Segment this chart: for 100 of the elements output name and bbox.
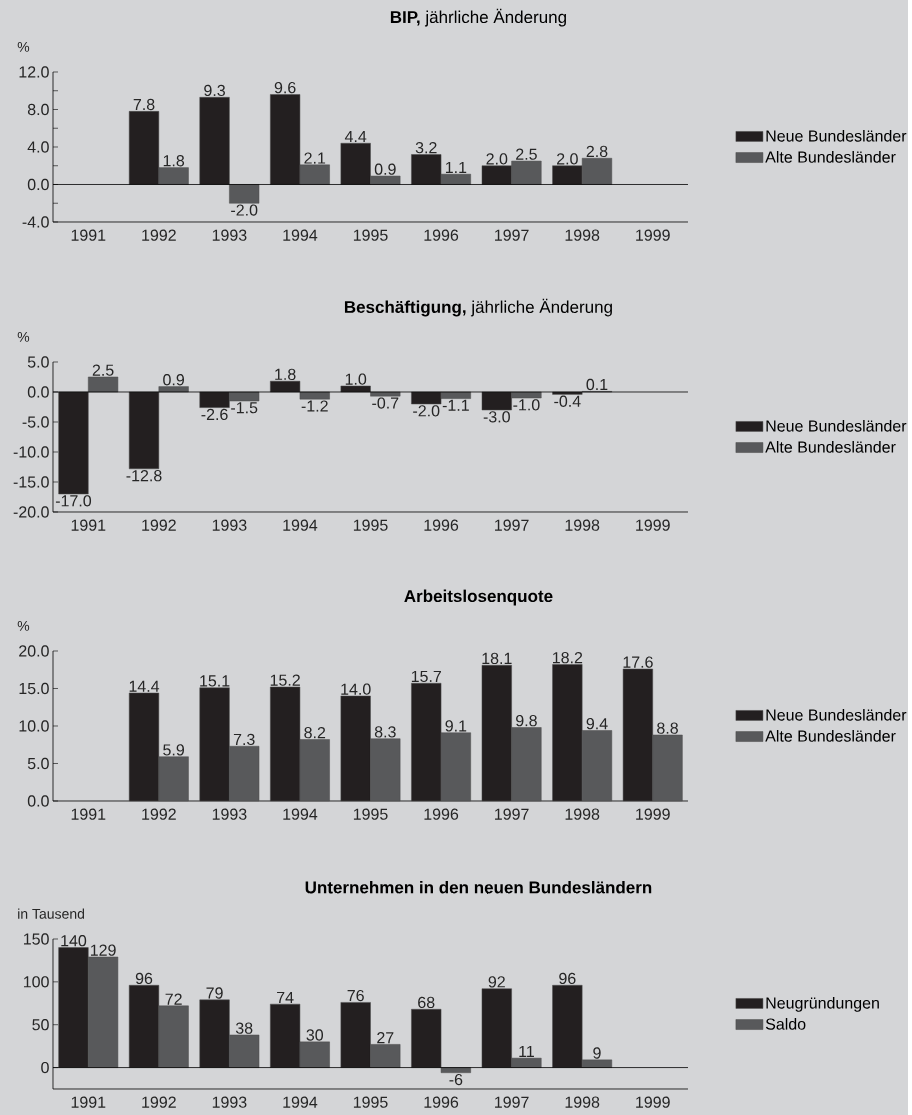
data-label: 129 [91, 944, 116, 956]
data-label: 0.1 [586, 378, 608, 391]
data-label: -1.1 [442, 399, 470, 411]
data-label: 8.8 [657, 722, 679, 734]
data-label: -2.6 [201, 408, 228, 421]
y-tick-label: 0 [41, 1061, 50, 1074]
data-label: 14.0 [341, 683, 371, 695]
x-tick-label: 1994 [283, 1096, 318, 1108]
data-label: -3.0 [483, 411, 511, 423]
data-label: 11 [519, 1045, 535, 1057]
x-tick-label: 1999 [636, 808, 670, 820]
y-tick-label: 5.0 [28, 356, 50, 368]
chart-title: BIP, jährliche Änderung [391, 8, 567, 27]
data-label: 2.1 [304, 152, 326, 164]
y-tick-label: -10.0 [13, 446, 50, 458]
data-label: 7.8 [133, 98, 155, 111]
data-label: 96 [559, 972, 576, 985]
data-label: 96 [136, 972, 153, 985]
data-label: 9.8 [516, 714, 538, 727]
data-label: 0.9 [163, 374, 185, 386]
y-tick-label: 5.0 [28, 757, 50, 770]
data-label: -1.2 [301, 400, 328, 412]
x-tick-label: 1997 [495, 1096, 529, 1108]
data-label: 79 [206, 987, 223, 999]
legend-label: Alte Bundesländer [765, 730, 896, 742]
x-tick-label: 1999 [636, 1096, 670, 1108]
x-tick-label: 1999 [636, 229, 670, 241]
data-label: 14.4 [129, 680, 160, 692]
x-tick-label: 1993 [213, 808, 247, 820]
y-tick-label: -4.0 [22, 216, 50, 228]
y-tick-label: 15.0 [19, 682, 50, 695]
y-axis-title: % [17, 620, 30, 631]
data-label: 92 [488, 976, 506, 988]
data-label: 15.1 [200, 675, 230, 687]
data-label: 5.9 [163, 744, 185, 756]
data-label: 2.5 [516, 148, 538, 160]
data-label: 9.6 [274, 81, 296, 94]
y-tick-label: 0.0 [28, 795, 50, 807]
y-tick-label: 100 [24, 976, 50, 988]
x-tick-label: 1997 [495, 808, 529, 820]
data-label: 7.3 [234, 733, 255, 746]
x-tick-label: 1991 [71, 808, 106, 820]
data-label: 15.2 [270, 674, 301, 686]
legend-label: Neue Bundesländer [766, 419, 907, 432]
legend-label: Neue Bundesländer [766, 129, 907, 142]
x-tick-label: 1993 [213, 229, 247, 241]
x-tick-label: 1999 [636, 519, 670, 531]
x-tick-label: 1996 [424, 229, 459, 241]
data-label: 8.2 [304, 726, 326, 739]
data-label: 2.0 [557, 153, 579, 165]
data-label: 18.1 [482, 652, 512, 665]
x-tick-label: 1996 [424, 1096, 459, 1108]
chart-title: Arbeitslosenquote [404, 589, 553, 606]
x-tick-label: 1992 [142, 519, 176, 531]
data-label: 9.1 [445, 720, 467, 732]
x-tick-label: 1991 [71, 1096, 106, 1108]
y-tick-label: 0.0 [28, 386, 50, 398]
y-tick-label: -20.0 [13, 506, 50, 518]
x-tick-label: 1996 [424, 519, 459, 531]
legend-label: Saldo [766, 1018, 806, 1030]
x-tick-label: 1997 [495, 229, 529, 241]
x-tick-label: 1995 [354, 808, 388, 820]
data-label: 9.3 [204, 84, 226, 97]
data-label: 18.2 [553, 651, 583, 664]
x-tick-label: 1993 [213, 519, 247, 531]
y-axis-title: % [17, 41, 30, 52]
x-tick-label: 1998 [565, 229, 600, 241]
data-label: 8.3 [375, 726, 396, 738]
y-tick-label: 0.0 [28, 178, 50, 191]
x-tick-label: 1992 [142, 1096, 176, 1108]
legend-label: Alte Bundesländer [765, 150, 896, 163]
x-tick-label: 1998 [565, 808, 600, 820]
data-label: -1.0 [513, 399, 540, 411]
chart-title: Beschäftigung, jährliche Änderung [345, 298, 613, 317]
y-tick-label: 50 [32, 1019, 50, 1031]
x-tick-label: 1994 [283, 519, 318, 531]
data-label: -0.4 [554, 395, 581, 407]
legend-label: Alte Bundesländer [765, 440, 896, 453]
x-tick-label: 1998 [565, 519, 600, 531]
x-tick-label: 1995 [354, 519, 388, 531]
data-label: 17.6 [623, 656, 653, 668]
x-tick-label: 1991 [71, 519, 106, 531]
x-tick-label: 1994 [283, 808, 318, 820]
y-tick-label: 20.0 [19, 645, 50, 657]
x-tick-label: 1992 [142, 229, 176, 241]
data-label: -6 [449, 1073, 463, 1086]
data-label: 2.0 [486, 153, 508, 165]
legend-label: Neue Bundesländer [766, 708, 907, 721]
y-tick-label: 8.0 [28, 103, 50, 116]
data-label: -12.8 [126, 470, 162, 482]
data-label: 1.0 [345, 373, 367, 385]
y-tick-label: 10.0 [19, 720, 50, 732]
data-label: 140 [61, 935, 87, 947]
x-tick-label: 1992 [142, 808, 176, 820]
data-label: 27 [377, 1032, 394, 1044]
data-label: 72 [165, 993, 182, 1005]
x-tick-label: 1995 [354, 229, 388, 241]
data-label: 68 [418, 996, 435, 1009]
x-tick-label: 1991 [71, 229, 106, 241]
data-label: 38 [236, 1022, 253, 1034]
